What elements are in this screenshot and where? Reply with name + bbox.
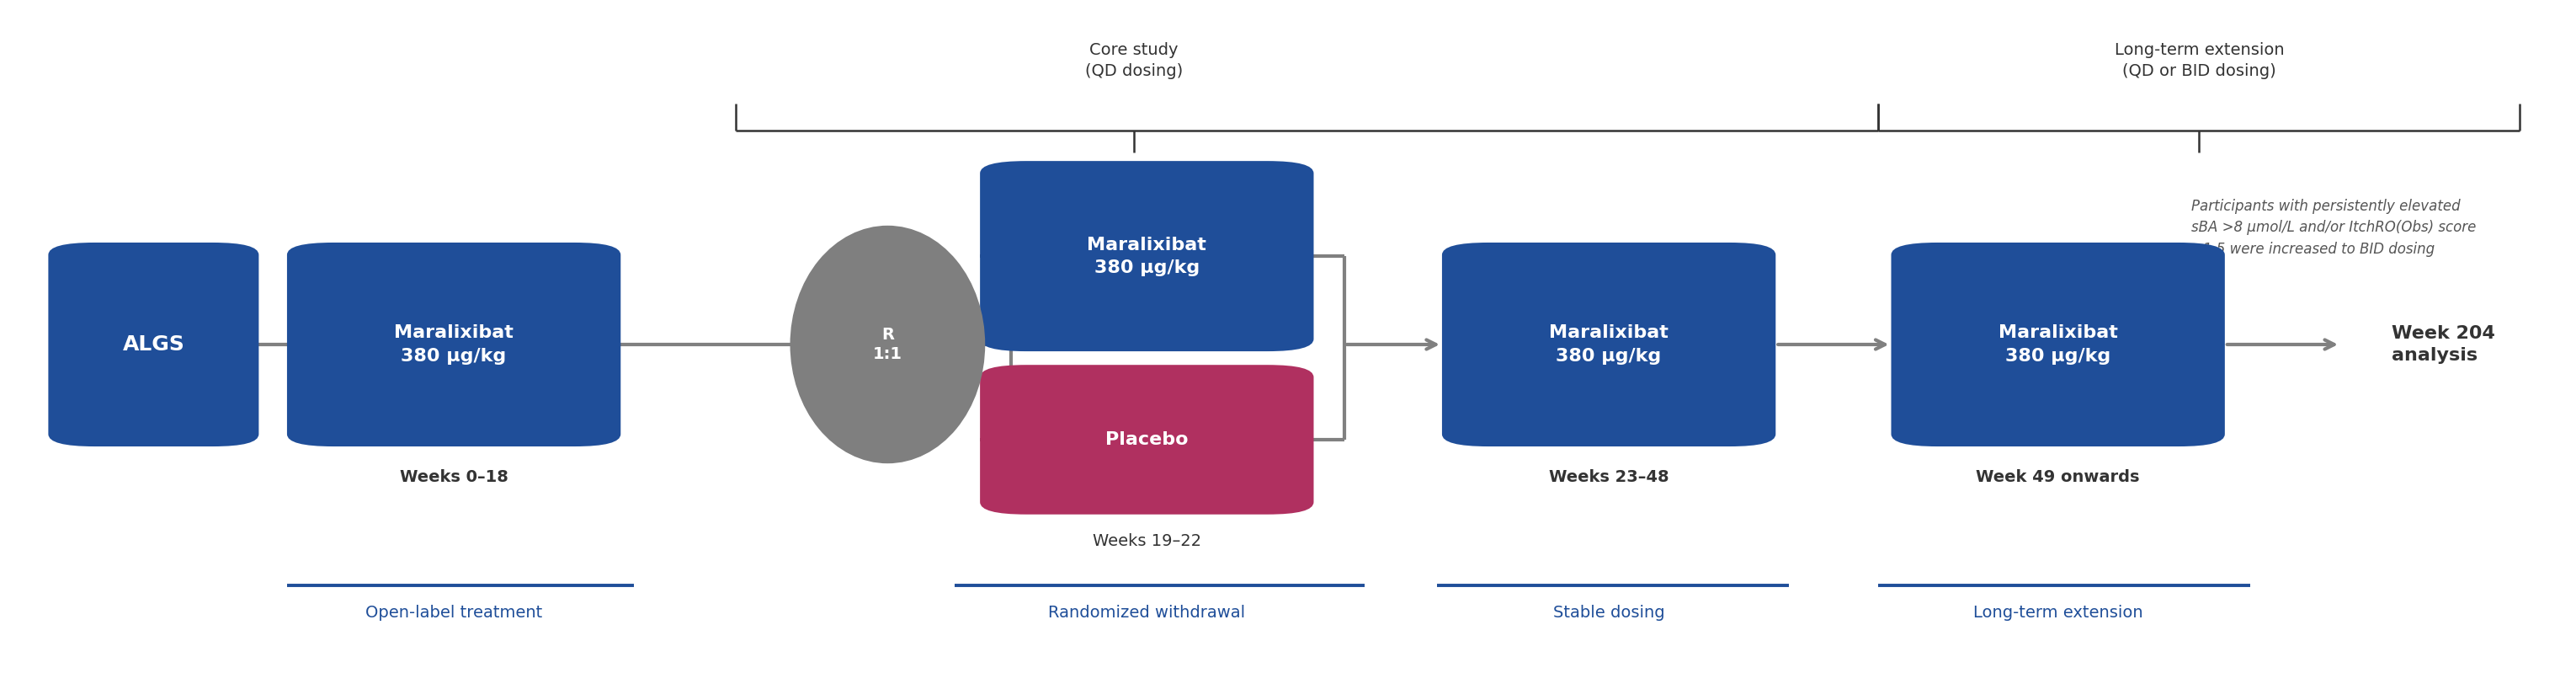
- FancyBboxPatch shape: [286, 243, 621, 446]
- Text: Week 204
analysis: Week 204 analysis: [2391, 325, 2496, 364]
- Text: Open-label treatment: Open-label treatment: [366, 605, 544, 621]
- Text: Week 49 onwards: Week 49 onwards: [1976, 469, 2141, 485]
- Text: Participants with persistently elevated
sBA >8 μmol/L and/or ItchRO(Obs) score
≥: Participants with persistently elevated …: [2192, 198, 2476, 257]
- Text: Weeks 0–18: Weeks 0–18: [399, 469, 507, 485]
- Text: Weeks 19–22: Weeks 19–22: [1092, 533, 1200, 550]
- Text: Long-term extension: Long-term extension: [1973, 605, 2143, 621]
- Text: ALGS: ALGS: [124, 334, 185, 355]
- FancyBboxPatch shape: [979, 365, 1314, 515]
- Text: Weeks 23–48: Weeks 23–48: [1548, 469, 1669, 485]
- FancyBboxPatch shape: [1443, 243, 1775, 446]
- Text: Maralixibat
380 μg/kg: Maralixibat 380 μg/kg: [1087, 236, 1206, 276]
- Text: Stable dosing: Stable dosing: [1553, 605, 1664, 621]
- Text: R
1:1: R 1:1: [873, 327, 902, 362]
- FancyBboxPatch shape: [1891, 243, 2226, 446]
- Text: Long-term extension
(QD or BID dosing): Long-term extension (QD or BID dosing): [2115, 42, 2285, 79]
- Text: Randomized withdrawal: Randomized withdrawal: [1048, 605, 1244, 621]
- Ellipse shape: [791, 225, 984, 464]
- Text: Maralixibat
380 μg/kg: Maralixibat 380 μg/kg: [394, 325, 513, 364]
- Text: Core study
(QD dosing): Core study (QD dosing): [1084, 42, 1182, 79]
- Text: Maralixibat
380 μg/kg: Maralixibat 380 μg/kg: [1999, 325, 2117, 364]
- FancyBboxPatch shape: [979, 161, 1314, 351]
- Text: Placebo: Placebo: [1105, 431, 1188, 448]
- Text: Maralixibat
380 μg/kg: Maralixibat 380 μg/kg: [1548, 325, 1669, 364]
- FancyBboxPatch shape: [49, 243, 258, 446]
